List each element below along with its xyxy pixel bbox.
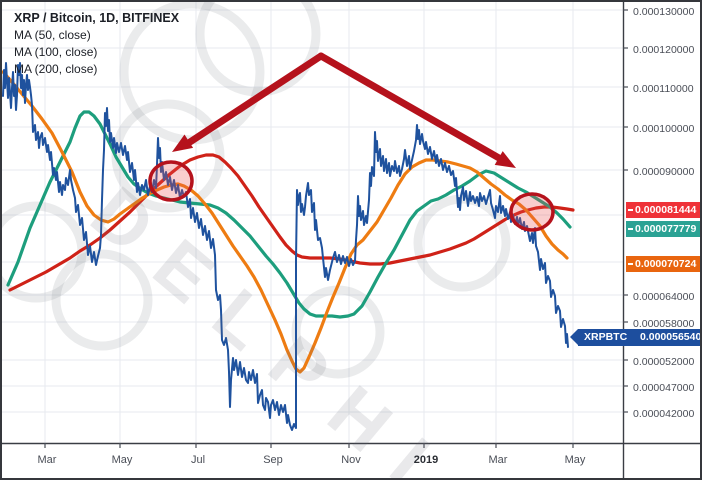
watermark-ring bbox=[2, 201, 87, 303]
last-price-value: 0.000056540 bbox=[640, 330, 702, 343]
trend-arrow-head[interactable] bbox=[494, 151, 516, 168]
x-tick-label: Nov bbox=[341, 454, 361, 466]
badge-tick-mark bbox=[628, 263, 633, 265]
symbol-ticker: XRPBTC bbox=[584, 330, 628, 343]
trend-arrow-head[interactable] bbox=[172, 134, 194, 153]
trend-arrow-line[interactable] bbox=[186, 52, 325, 146]
legend-ma50[interactable]: MA (50, close) bbox=[14, 28, 91, 42]
legend-ma100[interactable]: MA (100, close) bbox=[14, 45, 98, 59]
ma200-series-line[interactable] bbox=[8, 153, 575, 292]
x-tick-label: May bbox=[111, 454, 133, 466]
badge-tick-mark bbox=[628, 228, 633, 230]
x-tick-label: Mar bbox=[37, 454, 57, 466]
y-tick-label: 0.000100000 bbox=[633, 123, 695, 135]
y-tick-label: 0.000058000 bbox=[633, 318, 695, 330]
last-price-badge: XRPBTC 0.000056540 bbox=[570, 328, 702, 346]
x-tick-label: 2019 bbox=[413, 454, 439, 466]
x-tick-label: Jul bbox=[190, 454, 206, 466]
watermark-ring bbox=[51, 249, 153, 351]
x-tick-label: May bbox=[564, 454, 586, 466]
y-tick-label: 0.000090000 bbox=[633, 166, 695, 178]
y-tick-label: 0.000110000 bbox=[633, 83, 694, 95]
y-tick-label: 0.000064000 bbox=[633, 291, 695, 303]
ma100-badge: 0.000077779 bbox=[626, 221, 700, 237]
trend-arrow-line[interactable] bbox=[317, 52, 503, 162]
legend-ma200[interactable]: MA (200, close) bbox=[14, 62, 98, 76]
ma100-series-line[interactable] bbox=[6, 110, 572, 319]
y-tick-label: 0.000120000 bbox=[633, 44, 695, 56]
highlight-circle-annotation[interactable] bbox=[509, 192, 555, 232]
badge-pointer-icon bbox=[570, 328, 578, 345]
ma200-badge: 0.000081444 bbox=[626, 202, 700, 218]
x-tick-label: Sep bbox=[263, 454, 283, 466]
highlight-circle-annotation[interactable] bbox=[148, 160, 194, 202]
x-tick-label: Mar bbox=[488, 454, 508, 466]
watermark-ring bbox=[413, 194, 511, 292]
y-tick-label: 0.000042000 bbox=[633, 408, 695, 420]
ma50-badge: 0.000070724 bbox=[626, 256, 700, 272]
badge-tick-mark bbox=[628, 209, 633, 211]
y-tick-label: 0.000130000 bbox=[633, 6, 695, 18]
symbol-title[interactable]: XRP / Bitcoin, 1D, BITFINEX bbox=[14, 11, 180, 25]
y-tick-label: 0.000047000 bbox=[633, 382, 695, 394]
watermark-ring bbox=[195, 2, 321, 97]
y-tick-label: 0.000052000 bbox=[633, 356, 695, 368]
ma50-series-line[interactable] bbox=[2, 70, 569, 374]
chart-legend: XRP / Bitcoin, 1D, BITFINEX MA (50, clos… bbox=[14, 10, 179, 78]
price-series-line[interactable] bbox=[2, 62, 569, 431]
